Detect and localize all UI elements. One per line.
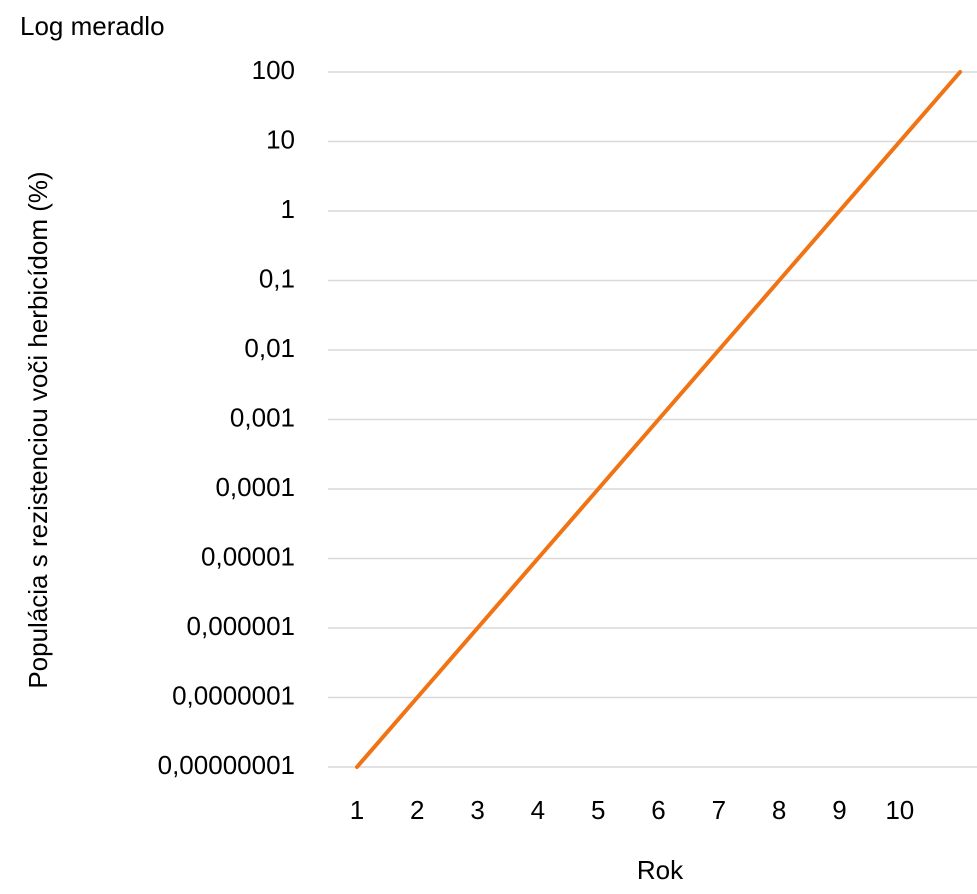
y-tick-label: 1 (281, 194, 295, 224)
data-line (354, 70, 963, 769)
y-tick-label: 0,00001 (201, 541, 295, 571)
x-tick-label: 7 (712, 795, 726, 825)
x-tick-label: 10 (885, 795, 914, 825)
y-tick-label: 0,00000001 (158, 750, 295, 780)
x-tick-label: 4 (531, 795, 545, 825)
x-tick-label: 8 (772, 795, 786, 825)
y-tick-label: 0,001 (230, 402, 295, 432)
x-tick-label: 2 (410, 795, 424, 825)
y-tick-label: 10 (266, 124, 295, 154)
x-tick-label: 3 (470, 795, 484, 825)
scale-note: Log meradlo (20, 11, 165, 41)
x-tick-label: 9 (832, 795, 846, 825)
y-tick-label: 100 (252, 55, 295, 85)
x-tick-label: 6 (651, 795, 665, 825)
y-tick-label: 0,01 (244, 333, 295, 363)
x-tick-label: 1 (350, 795, 364, 825)
x-tick-label: 5 (591, 795, 605, 825)
y-tick-label: 0,000001 (187, 611, 295, 641)
x-axis-title: Rok (637, 855, 684, 885)
y-tick-label: 0,0000001 (172, 680, 295, 710)
y-tick-label: 0,1 (259, 263, 295, 293)
y-tick-label: 0,0001 (215, 472, 295, 502)
y-axis-title: Populácia s rezistenciou voči herbicídom… (23, 171, 53, 688)
